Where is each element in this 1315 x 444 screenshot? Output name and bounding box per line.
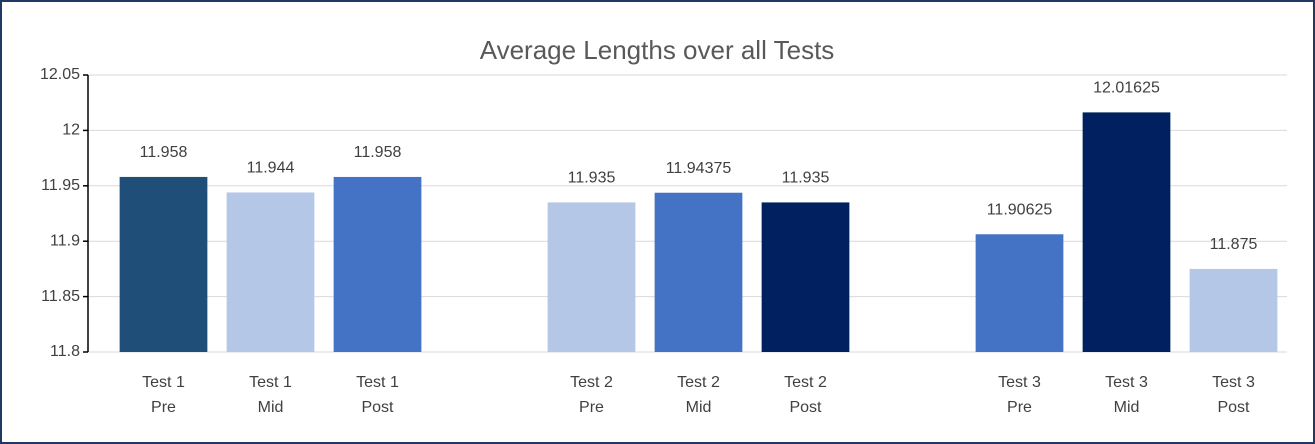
data-label: 11.90625	[987, 201, 1053, 218]
data-label: 11.944	[247, 160, 295, 177]
bar	[1189, 268, 1278, 352]
y-tick-label: 11.8	[50, 343, 80, 360]
bar	[226, 192, 315, 352]
x-tick-label: Test 2 Pre	[570, 374, 613, 416]
x-tick-label: Test 2 Post	[784, 374, 827, 416]
y-tick-label: 11.9	[50, 232, 80, 249]
y-tick-label: 12	[62, 122, 80, 139]
x-tick-label: Test 2 Mid	[677, 374, 720, 416]
data-label: 11.935	[782, 170, 830, 187]
data-label: 11.875	[1210, 236, 1258, 253]
chart-title: Average Lengths over all Tests	[480, 35, 835, 65]
y-tick-label: 11.85	[41, 288, 80, 305]
data-label: 11.94375	[666, 160, 732, 177]
bar	[654, 192, 743, 352]
x-tick-label: Test 1 Pre	[142, 374, 185, 416]
y-tick-label: 11.95	[41, 177, 80, 194]
data-label: 11.958	[354, 144, 402, 161]
x-tick-label: Test 1 Mid	[249, 374, 292, 416]
data-label: 11.958	[140, 144, 188, 161]
bar	[547, 202, 636, 352]
bar	[1082, 112, 1171, 353]
bar	[119, 176, 208, 352]
x-tick-label: Test 3 Pre	[998, 374, 1041, 416]
x-tick-label: Test 3 Mid	[1105, 374, 1148, 416]
data-label: 11.935	[568, 170, 616, 187]
data-label: 12.01625	[1093, 80, 1160, 97]
bar	[975, 234, 1064, 352]
bar	[333, 176, 422, 352]
x-tick-label: Test 3 Post	[1212, 374, 1255, 416]
x-tick-label: Test 1 Post	[356, 374, 399, 416]
y-tick-label: 12.05	[40, 66, 80, 83]
bar	[761, 202, 850, 352]
